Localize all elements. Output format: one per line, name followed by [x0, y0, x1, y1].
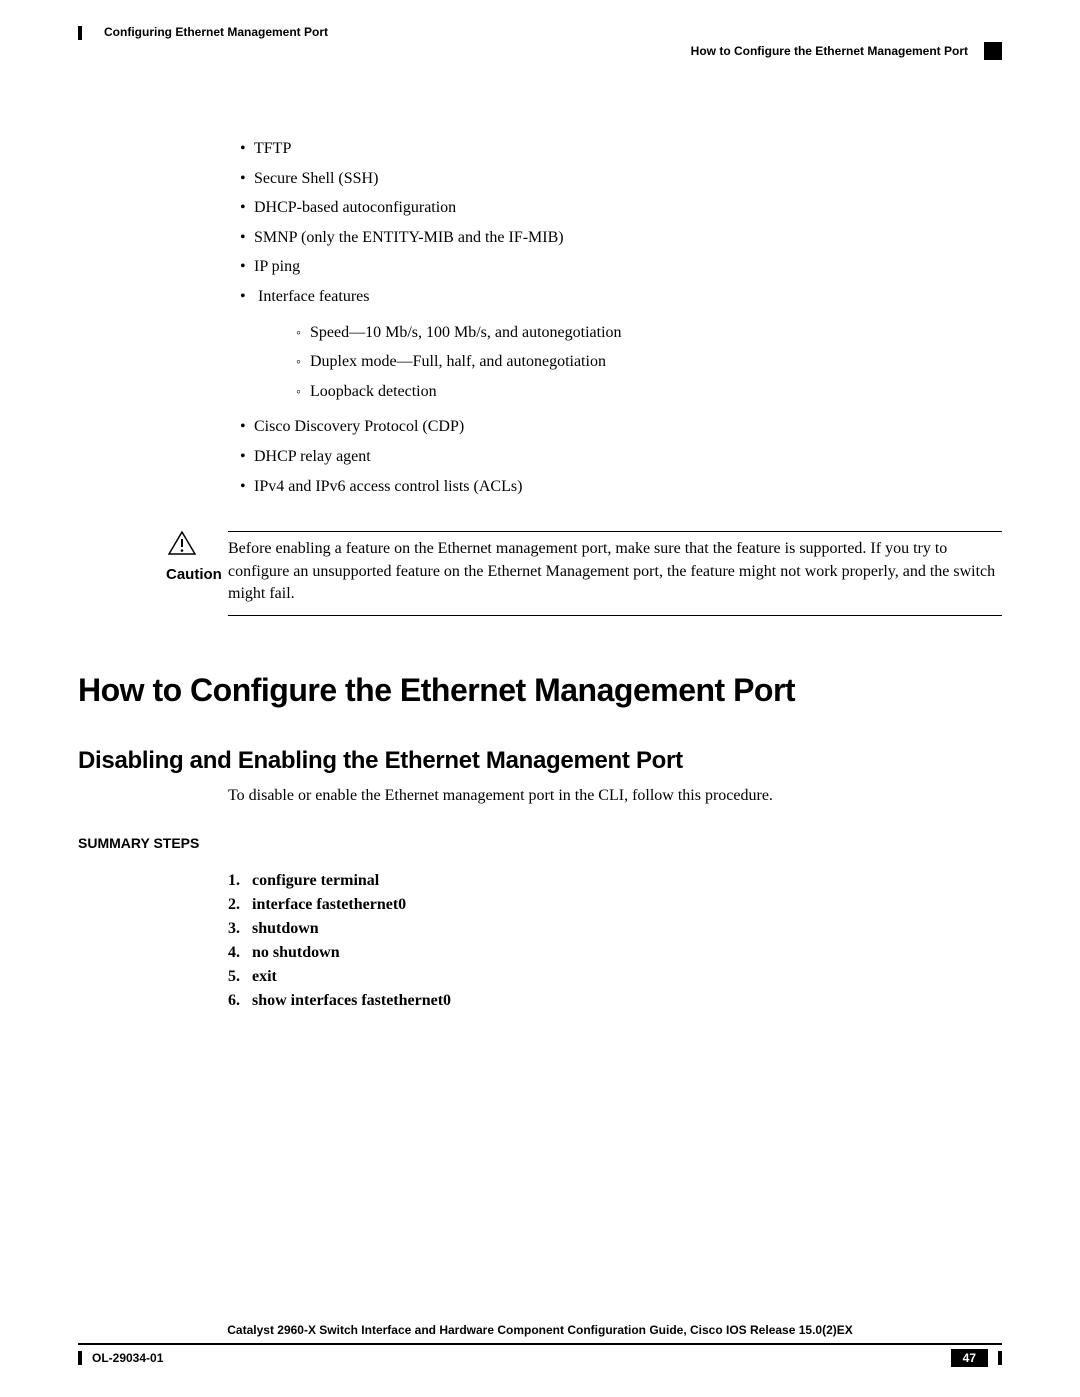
- list-item: Cisco Discovery Protocol (CDP): [254, 412, 1002, 442]
- footer-bar-left: [78, 1351, 82, 1365]
- step-item: no shutdown: [228, 941, 1002, 965]
- header-section-title: How to Configure the Ethernet Management…: [691, 44, 968, 58]
- list-item: IP ping: [254, 252, 1002, 282]
- list-item: IPv4 and IPv6 access control lists (ACLs…: [254, 472, 1002, 502]
- summary-steps-list: configure terminal interface fastetherne…: [78, 869, 1002, 1013]
- step-item: exit: [228, 965, 1002, 989]
- footer-page-number: 47: [951, 1349, 988, 1367]
- caution-rule-bottom: [228, 615, 1002, 616]
- caution-right: Before enabling a feature on the Etherne…: [228, 531, 1002, 616]
- caution-block: Caution Before enabling a feature on the…: [78, 531, 1002, 616]
- header-block-right: [984, 42, 1002, 60]
- step-item: show interfaces fastethernet0: [228, 989, 1002, 1013]
- heading-h2: Disabling and Enabling the Ethernet Mana…: [78, 747, 1002, 775]
- page: Configuring Ethernet Management Port How…: [0, 0, 1080, 1397]
- list-item: DHCP relay agent: [254, 442, 1002, 472]
- step-item: configure terminal: [228, 869, 1002, 893]
- caution-rule-top: [228, 531, 1002, 532]
- step-item: interface fastethernet0: [228, 893, 1002, 917]
- footer-guide-title: Catalyst 2960-X Switch Interface and Har…: [78, 1323, 1002, 1337]
- footer-left: OL-29034-01: [78, 1351, 163, 1365]
- footer-rule: [78, 1343, 1002, 1345]
- footer: Catalyst 2960-X Switch Interface and Har…: [78, 1323, 1002, 1367]
- caution-icon: [168, 531, 196, 555]
- footer-bar-right: [998, 1351, 1002, 1365]
- list-item: Duplex mode—Full, half, and autonegotiat…: [310, 347, 1002, 377]
- list-item: DHCP-based autoconfiguration: [254, 193, 1002, 223]
- footer-bottom: OL-29034-01 47: [78, 1349, 1002, 1367]
- feature-list: TFTP Secure Shell (SSH) DHCP-based autoc…: [78, 134, 1002, 501]
- step-item: shutdown: [228, 917, 1002, 941]
- list-item-label: Interface features: [258, 288, 369, 305]
- header-chapter-title: Configuring Ethernet Management Port: [104, 25, 328, 39]
- summary-steps-label: SUMMARY STEPS: [78, 835, 1002, 851]
- list-item: SMNP (only the ENTITY-MIB and the IF-MIB…: [254, 223, 1002, 253]
- list-item: Secure Shell (SSH): [254, 164, 1002, 194]
- list-item: Speed—10 Mb/s, 100 Mb/s, and autonegotia…: [310, 318, 1002, 348]
- footer-doc-id: OL-29034-01: [92, 1351, 163, 1365]
- list-item: TFTP: [254, 134, 1002, 164]
- list-item: Loopback detection: [310, 377, 1002, 407]
- caution-text: Before enabling a feature on the Etherne…: [228, 538, 1002, 605]
- footer-right: 47: [951, 1349, 1002, 1367]
- list-item: Interface features Speed—10 Mb/s, 100 Mb…: [254, 282, 1002, 406]
- header-bar-left: [78, 26, 82, 40]
- feature-sublist: Speed—10 Mb/s, 100 Mb/s, and autonegotia…: [254, 318, 1002, 407]
- content: TFTP Secure Shell (SSH) DHCP-based autoc…: [78, 134, 1002, 1013]
- heading-h1: How to Configure the Ethernet Management…: [78, 672, 1002, 709]
- caution-left: Caution: [78, 531, 228, 583]
- intro-paragraph: To disable or enable the Ethernet manage…: [78, 787, 1002, 805]
- caution-label: Caution: [166, 566, 228, 583]
